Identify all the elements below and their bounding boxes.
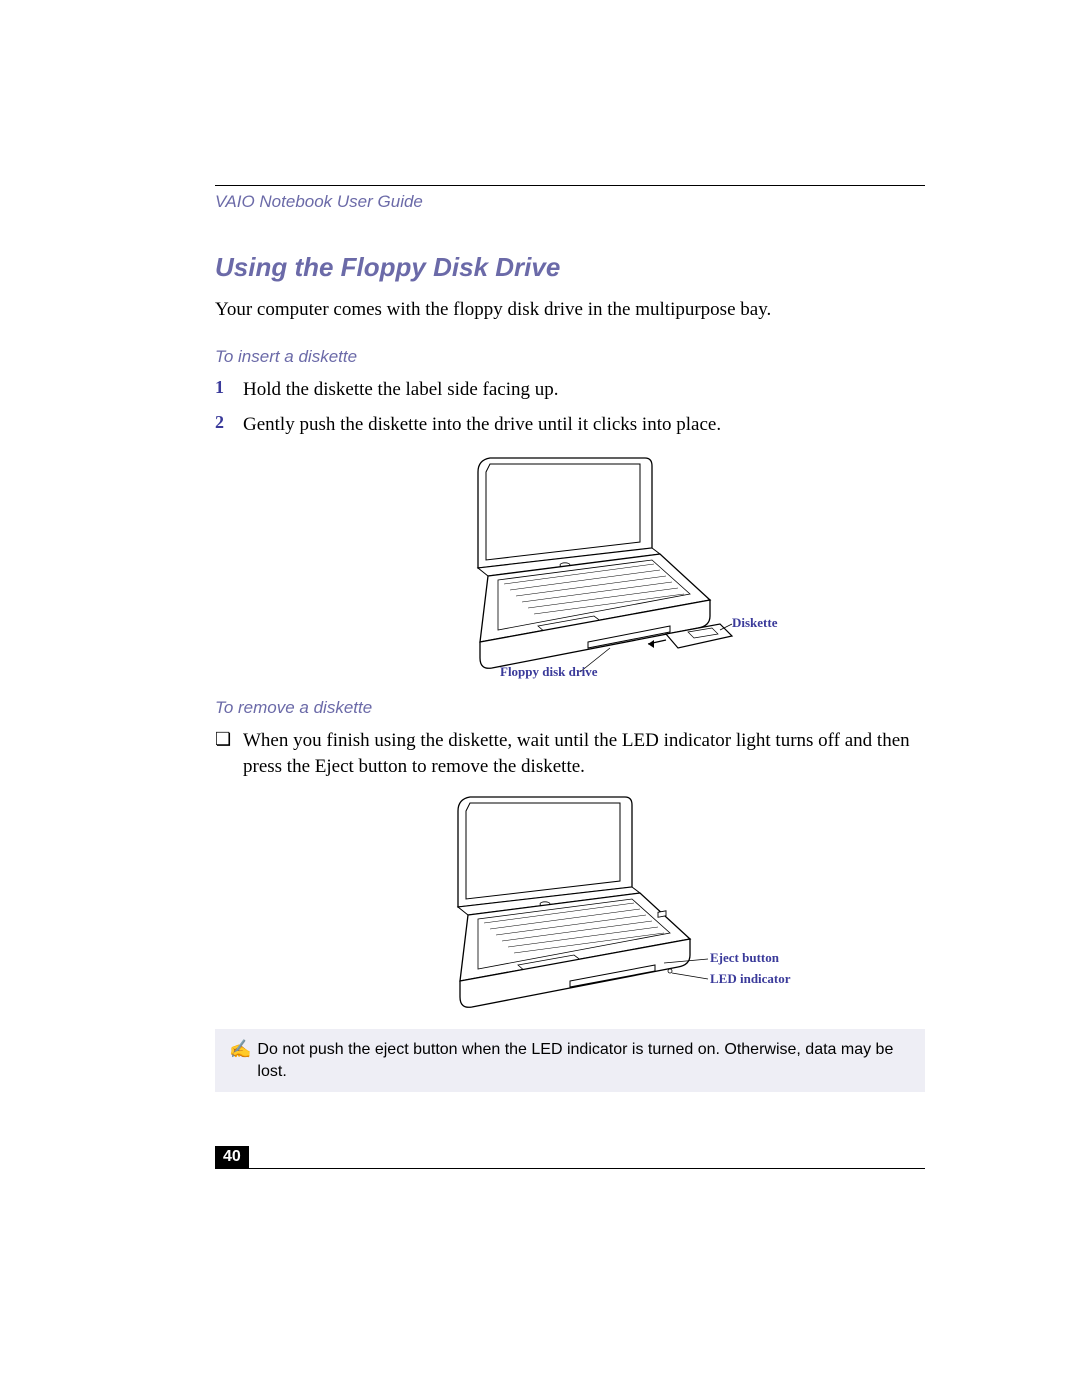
bullet-text: When you finish using the diskette, wait… xyxy=(243,728,925,779)
page-footer: 40 xyxy=(215,1146,925,1169)
page-number: 40 xyxy=(215,1146,249,1168)
step-number: 2 xyxy=(215,412,243,438)
main-heading: Using the Floppy Disk Drive xyxy=(215,252,925,283)
step-number: 1 xyxy=(215,377,243,403)
callout-floppy-drive: Floppy disk drive xyxy=(500,664,598,680)
laptop-insert-svg xyxy=(370,450,770,680)
bottom-rule xyxy=(215,1168,925,1169)
page-content: VAIO Notebook User Guide Using the Flopp… xyxy=(215,185,925,1092)
intro-text: Your computer comes with the floppy disk… xyxy=(215,297,925,323)
remove-subheading: To remove a diskette xyxy=(215,698,925,718)
figure2: Eject button LED indicator xyxy=(370,791,770,1011)
top-rule xyxy=(215,185,925,186)
step-row: 1 Hold the diskette the label side facin… xyxy=(215,377,925,403)
step-row: 2 Gently push the diskette into the driv… xyxy=(215,412,925,438)
callout-eject-button: Eject button xyxy=(710,950,779,966)
bullet-row: ❏ When you finish using the diskette, wa… xyxy=(215,728,925,779)
step-text: Gently push the diskette into the drive … xyxy=(243,412,721,438)
figure1-container: Diskette Floppy disk drive xyxy=(215,450,925,680)
note-text: Do not push the eject button when the LE… xyxy=(257,1039,911,1082)
note-box: ✍ Do not push the eject button when the … xyxy=(215,1029,925,1092)
insert-subheading: To insert a diskette xyxy=(215,347,925,367)
figure1: Diskette Floppy disk drive xyxy=(370,450,770,680)
callout-diskette: Diskette xyxy=(732,615,778,631)
callout-led-indicator: LED indicator xyxy=(710,971,791,987)
step-text: Hold the diskette the label side facing … xyxy=(243,377,559,403)
note-icon: ✍ xyxy=(229,1039,251,1061)
bullet-mark: ❏ xyxy=(215,728,243,779)
figure2-container: Eject button LED indicator xyxy=(215,791,925,1011)
header-guide-title: VAIO Notebook User Guide xyxy=(215,192,925,212)
